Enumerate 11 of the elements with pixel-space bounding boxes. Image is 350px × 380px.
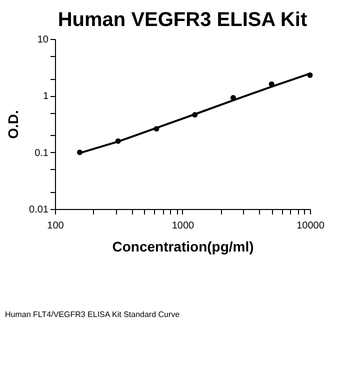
y-tick-label: 10 bbox=[37, 34, 49, 46]
y-tick-label: 1 bbox=[42, 91, 49, 102]
y-tick-label: 0.01 bbox=[29, 204, 49, 216]
y-tick-label: 0.1 bbox=[34, 148, 49, 159]
x-tick-label: 100 bbox=[47, 220, 64, 232]
x-tick-label: 10000 bbox=[296, 220, 325, 232]
x-axis-title: Concentration(pg/ml) bbox=[112, 238, 254, 254]
chart-title: Human VEGFR3 ELISA Kit bbox=[58, 9, 308, 31]
x-tick-label: 1000 bbox=[172, 220, 195, 232]
y-axis-title: O.D. bbox=[5, 110, 22, 139]
text: Human FLT4/VEGFR3 ELISA Kit Standard Curve bbox=[5, 310, 180, 319]
